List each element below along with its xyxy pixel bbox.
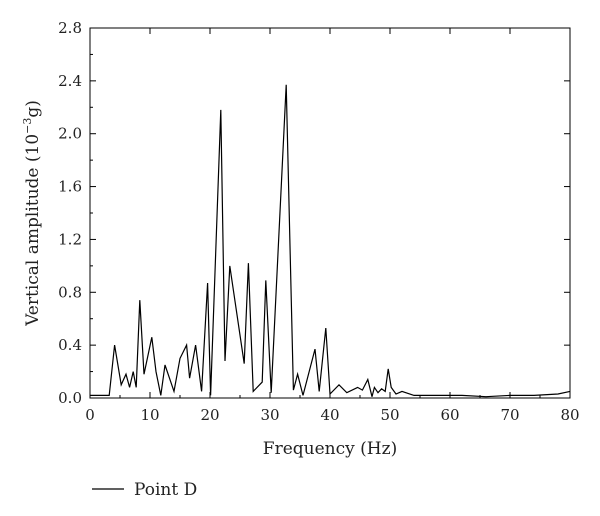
y-tick-label: 1.2: [58, 230, 82, 248]
y-tick-label: 0.4: [58, 336, 82, 354]
ticks: 0 10 20 30 40 50 60 70 80 0.0 0.4 0.8 1.2 1.6 2.0 2.4 2.…: [58, 19, 579, 424]
y-tick-label: 1.6: [58, 178, 82, 196]
y-tick-label: 0.0: [58, 389, 82, 407]
x-tick-label: 20: [200, 406, 219, 424]
y-tick-label: 2.0: [58, 125, 82, 143]
legend-label-point-d: Point D: [134, 480, 197, 500]
y-tick-label: 2.4: [58, 72, 82, 90]
x-tick-label: 70: [500, 406, 519, 424]
x-tick-label: 0: [85, 406, 95, 424]
y-axis-title-tail: g): [23, 100, 43, 118]
legend: Point D: [92, 480, 197, 500]
series-line-point-d: [90, 84, 571, 398]
y-tick-label: 0.8: [58, 283, 82, 301]
axes: [89, 27, 571, 399]
x-axis-title: Frequency (Hz): [263, 439, 397, 459]
x-tick-label: 10: [140, 406, 159, 424]
x-tick-label: 50: [380, 406, 399, 424]
x-tick-label: 80: [560, 406, 579, 424]
series-group: [90, 84, 571, 398]
plot-frame: [89, 27, 571, 399]
y-axis-title-main: Vertical amplitude (10: [23, 134, 43, 327]
y-axis-title-sup: −3: [21, 118, 34, 134]
x-tick-label: 30: [260, 406, 279, 424]
x-tick-label: 40: [320, 406, 339, 424]
x-tick-label: 60: [440, 406, 459, 424]
y-axis-title: Vertical amplitude (10−3g): [21, 100, 43, 327]
y-tick-label: 2.8: [58, 19, 82, 37]
